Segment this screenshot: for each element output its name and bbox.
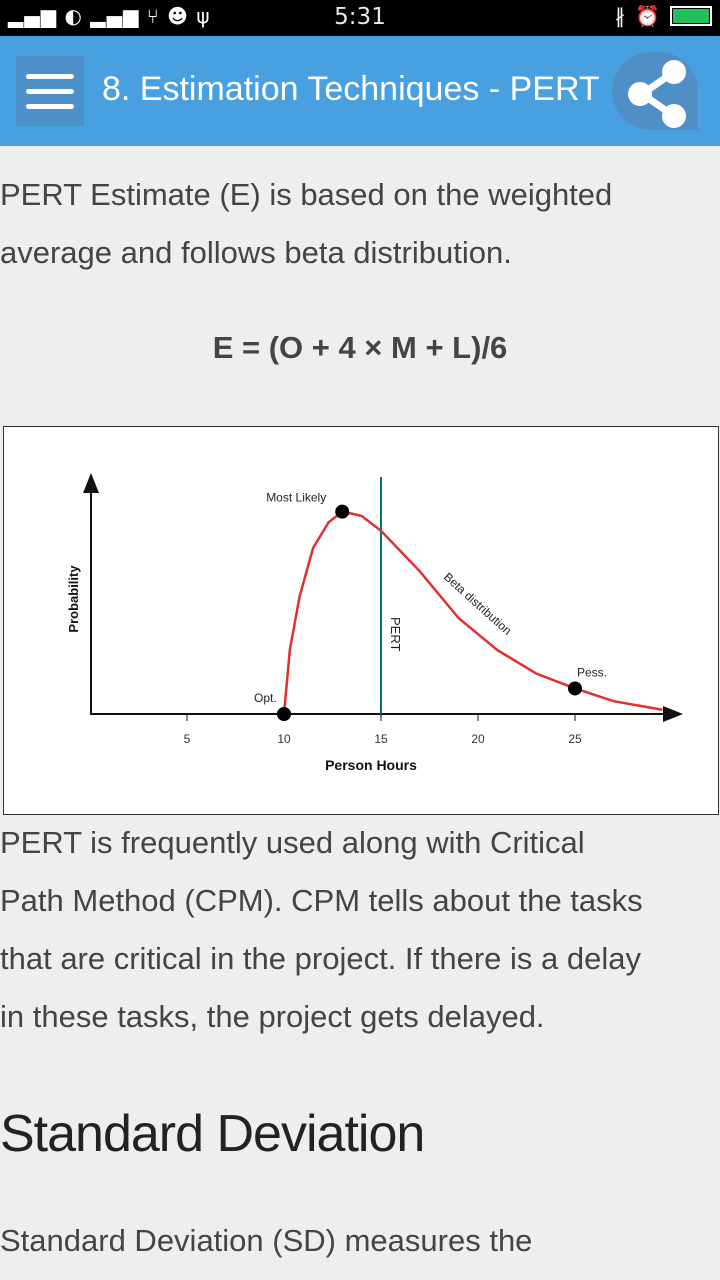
beta-curve [282, 510, 663, 715]
para-line: PERT is frequently used along with Criti… [0, 825, 585, 860]
intro-line: PERT Estimate (E) is based on the weight… [0, 177, 613, 212]
curve-label: Beta distribution [441, 570, 514, 638]
para-line: Path Method (CPM). CPM tells about the t… [0, 883, 643, 918]
point-label: Most Likely [266, 491, 326, 505]
status-left-icons: ▂▄▆ ◐ ▂▄▆ ⑂ ☻ ψ [8, 4, 211, 28]
y-axis-label: Probability [66, 565, 81, 633]
data-point [277, 707, 291, 721]
data-point [568, 681, 582, 696]
pert-formula: E = (O + 4 × M + L)/6 [212, 330, 508, 365]
x-tick-label: 5 [184, 732, 191, 746]
pert-label: PERT [388, 617, 403, 651]
x-tick-label: 15 [374, 732, 388, 746]
pert-chart: 5 10 15 20 25 Opt. Most Likely Pess. PERT Beta… [66, 473, 683, 773]
bluetooth-icon: ∦ [615, 4, 626, 28]
para-line: that are critical in the project. If the… [0, 941, 641, 976]
share-button[interactable] [612, 52, 698, 130]
alarm-icon: ⏰ [635, 4, 660, 28]
app-bar: 8. Estimation Techniques - PERT [0, 36, 720, 146]
status-time: 5:31 [334, 4, 386, 30]
battery-charging-icon [670, 6, 712, 26]
menu-button[interactable] [16, 56, 84, 126]
body-line: Standard Deviation (SD) measures the [0, 1223, 533, 1258]
section-heading: Standard Deviation [0, 1105, 425, 1163]
point-label: Opt. [254, 691, 277, 705]
para-line: in these tasks, the project gets delayed… [0, 999, 545, 1034]
page-title: 8. Estimation Techniques - PERT [102, 70, 600, 108]
x-tick-label: 10 [277, 732, 291, 746]
status-bar: ▂▄▆ ◐ ▂▄▆ ⑂ ☻ ψ 5:31 ∦ ⏰ [0, 0, 720, 36]
share-icon [628, 60, 686, 128]
x-axis-label: Person Hours [325, 757, 417, 773]
point-label: Pess. [577, 665, 607, 679]
data-point [335, 504, 350, 519]
intro-line: average and follows beta distribution. [0, 235, 512, 270]
pert-chart-figure: 5 10 15 20 25 Opt. Most Likely Pess. PERT Beta… [3, 426, 719, 815]
x-tick-label: 25 [568, 732, 582, 746]
x-tick-label: 20 [471, 732, 485, 746]
